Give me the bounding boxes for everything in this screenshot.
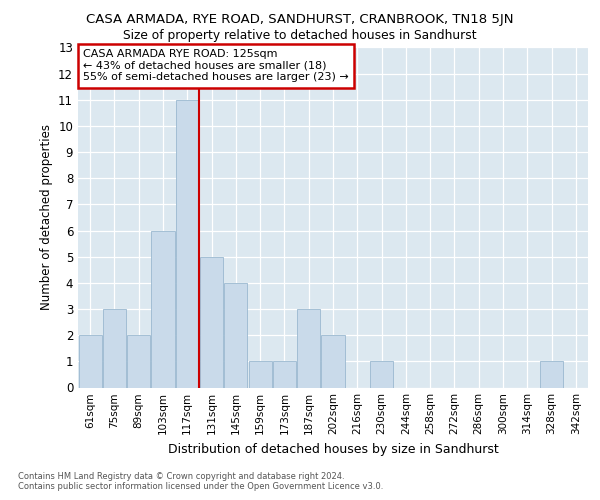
Bar (200, 256, 223, 388)
Bar (273, 362, 296, 388)
Text: Size of property relative to detached houses in Sandhurst: Size of property relative to detached ho… (123, 29, 477, 42)
Bar (224, 283, 247, 388)
Bar (248, 362, 272, 388)
Bar (540, 362, 563, 388)
Bar (103, 309, 126, 388)
Y-axis label: Number of detached properties: Number of detached properties (40, 124, 53, 310)
X-axis label: Distribution of detached houses by size in Sandhurst: Distribution of detached houses by size … (167, 443, 499, 456)
Bar (370, 362, 393, 388)
Bar (322, 335, 344, 388)
Bar (297, 309, 320, 388)
Bar (127, 335, 150, 388)
Text: CASA ARMADA, RYE ROAD, SANDHURST, CRANBROOK, TN18 5JN: CASA ARMADA, RYE ROAD, SANDHURST, CRANBR… (86, 12, 514, 26)
Bar (79, 335, 101, 388)
Text: Contains HM Land Registry data © Crown copyright and database right 2024.
Contai: Contains HM Land Registry data © Crown c… (18, 472, 383, 491)
Bar (176, 100, 199, 388)
Text: CASA ARMADA RYE ROAD: 125sqm
← 43% of detached houses are smaller (18)
55% of se: CASA ARMADA RYE ROAD: 125sqm ← 43% of de… (83, 49, 349, 82)
Bar (151, 230, 175, 388)
